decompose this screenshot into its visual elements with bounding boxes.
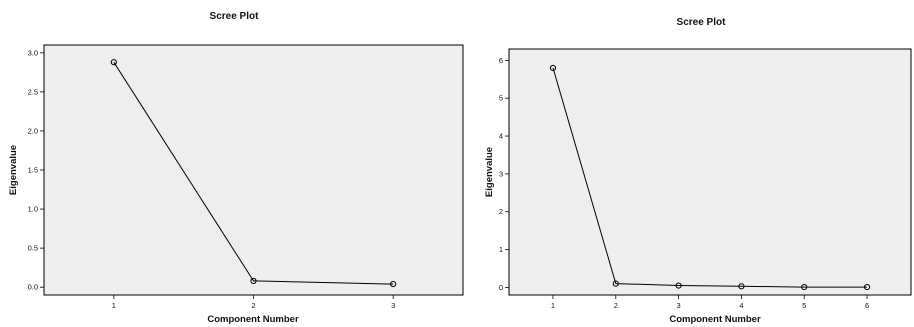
x-tick-label: 1 bbox=[112, 301, 116, 310]
x-tick-label: 6 bbox=[865, 301, 869, 310]
x-tick-label: 4 bbox=[739, 301, 743, 310]
y-tick-label: 0 bbox=[499, 283, 503, 292]
y-tick-label: 6 bbox=[499, 56, 503, 65]
y-axis-label: Eigenvalue bbox=[8, 145, 19, 195]
plot-area bbox=[509, 49, 911, 295]
y-tick-label: 5 bbox=[499, 94, 503, 103]
x-tick-label: 1 bbox=[551, 301, 555, 310]
x-axis-label: Component Number bbox=[207, 314, 299, 325]
series-eigenvalues bbox=[110, 59, 397, 288]
x-tick-label: 5 bbox=[802, 301, 806, 310]
data-point bbox=[549, 64, 557, 72]
y-tick-label: 1.0 bbox=[28, 205, 38, 214]
data-point bbox=[110, 59, 117, 66]
data-point bbox=[738, 283, 745, 290]
x-axis-label: Component Number bbox=[669, 314, 761, 325]
y-axis-label: Eigenvalue bbox=[484, 147, 495, 197]
y-tick-label: 1.5 bbox=[28, 166, 38, 175]
y-tick-label: 3.0 bbox=[28, 48, 38, 57]
data-point bbox=[863, 283, 871, 291]
x-tick-label: 3 bbox=[677, 301, 681, 310]
x-tick-label: 2 bbox=[614, 301, 618, 310]
x-tick-label: 2 bbox=[251, 301, 255, 310]
y-tick-label: 1 bbox=[499, 245, 503, 254]
data-point bbox=[390, 280, 397, 288]
y-axis: 0 1 2 3 4 5 6 bbox=[499, 56, 509, 292]
x-axis: 1 2 3 4 5 6 bbox=[551, 295, 869, 310]
data-point bbox=[250, 277, 257, 285]
series-eigenvalues bbox=[549, 64, 871, 291]
y-tick-label: 0.5 bbox=[28, 244, 38, 253]
chart-title: Scree Plot bbox=[210, 11, 260, 22]
y-tick-label: 2 bbox=[499, 207, 503, 216]
y-tick-label: 2.0 bbox=[28, 126, 38, 135]
y-tick-label: 0.0 bbox=[28, 283, 38, 292]
scree-plot-left: Scree Plot 0.0 0.5 1.0 1.5 2.0 2.5 3.0 1 2 3 Com… bbox=[8, 11, 464, 325]
y-tick-label: 2.5 bbox=[28, 87, 38, 96]
chart-title: Scree Plot bbox=[677, 17, 727, 28]
y-tick-label: 4 bbox=[499, 132, 503, 141]
data-point bbox=[612, 280, 619, 287]
y-tick-label: 3 bbox=[499, 169, 503, 178]
plot-frame bbox=[508, 48, 912, 296]
series-line bbox=[113, 61, 394, 285]
scree-plot-right: Scree Plot 0 1 2 3 4 5 6 1 2 3 4 5 6 Component Numb… bbox=[484, 17, 912, 325]
x-tick-label: 3 bbox=[391, 301, 395, 310]
plot-area bbox=[44, 45, 463, 295]
data-point bbox=[801, 283, 808, 291]
x-axis: 1 2 3 bbox=[112, 295, 395, 310]
data-point bbox=[675, 282, 682, 289]
series-line bbox=[552, 67, 867, 288]
y-axis: 0.0 0.5 1.0 1.5 2.0 2.5 3.0 bbox=[28, 48, 44, 292]
